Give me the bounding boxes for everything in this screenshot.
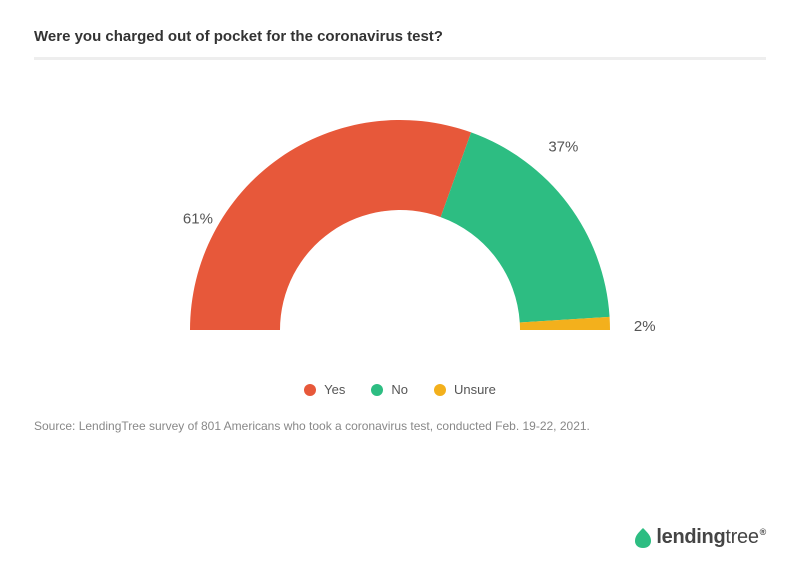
chart-container: 61% 37% 2% <box>34 80 766 360</box>
source-text: Source: LendingTree survey of 801 Americ… <box>34 419 766 433</box>
segment-yes <box>190 120 471 330</box>
legend-item-no: No <box>371 382 408 397</box>
semi-donut-chart: 61% 37% 2% <box>80 80 720 360</box>
legend-label: Unsure <box>454 382 496 397</box>
legend-item-unsure: Unsure <box>434 382 496 397</box>
lendingtree-logo: lendingtree® <box>634 526 766 549</box>
legend-label: Yes <box>324 382 345 397</box>
segment-label-no: 37% <box>548 138 578 155</box>
legend-swatch <box>434 384 446 396</box>
segment-no <box>441 132 610 322</box>
segment-label-yes: 61% <box>183 211 213 228</box>
legend-swatch <box>304 384 316 396</box>
segment-label-unsure: 2% <box>634 318 656 335</box>
legend: Yes No Unsure <box>34 382 766 397</box>
legend-swatch <box>371 384 383 396</box>
legend-label: No <box>391 382 408 397</box>
legend-item-yes: Yes <box>304 382 345 397</box>
leaf-icon <box>634 527 652 549</box>
logo-text-lending: lending <box>656 526 725 548</box>
title-divider <box>34 57 766 60</box>
logo-registered: ® <box>760 527 766 537</box>
chart-title: Were you charged out of pocket for the c… <box>34 28 766 45</box>
logo-text-tree: tree <box>725 526 758 548</box>
